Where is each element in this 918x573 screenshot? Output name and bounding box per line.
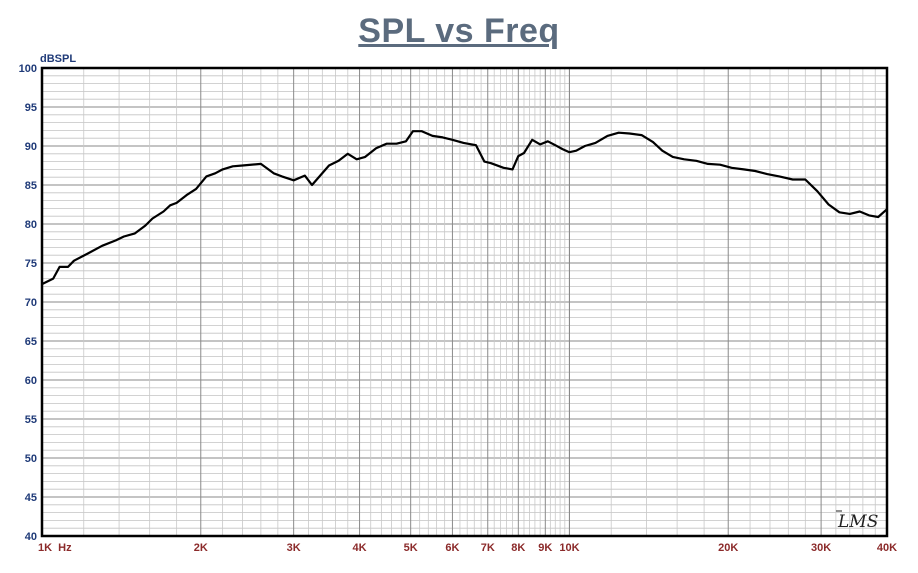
x-tick-label: 9K [538, 542, 552, 554]
x-tick-label: 3K [287, 542, 301, 554]
y-tick-label: 55 [25, 414, 37, 426]
plot-frame [40, 66, 889, 538]
series-layer [41, 130, 888, 286]
y-tick-label: 45 [25, 492, 37, 504]
y-tick-label: 95 [25, 102, 37, 114]
y-tick-label: 50 [25, 453, 37, 465]
y-tick-label: 75 [25, 258, 37, 270]
y-tick-label: 100 [19, 63, 37, 75]
x-tick-label: 5K [404, 542, 418, 554]
y-axis-label: dBSPL [40, 53, 76, 65]
spl-series-line [41, 130, 888, 286]
x-tick-label: 4K [353, 542, 367, 554]
x-tick-label: 20K [718, 542, 738, 554]
y-tick-label: 60 [25, 375, 37, 387]
lms-logo: LMS [836, 510, 878, 532]
x-tick-label: 2K [194, 542, 208, 554]
x-tick-label: 10K [559, 542, 579, 554]
y-tick-label: 40 [25, 531, 37, 543]
x-tick-label: 8K [511, 542, 525, 554]
y-tick-label: 85 [25, 180, 37, 192]
grid-layer [42, 68, 887, 536]
x-tick-label: 7K [481, 542, 495, 554]
logo-text: LMS [837, 512, 878, 532]
x-tick-label: 40K [877, 542, 897, 554]
y-tick-label: 80 [25, 219, 37, 231]
x-tick-label: 30K [811, 542, 831, 554]
y-tick-label: 90 [25, 141, 37, 153]
chart-title: SPL vs Freq [358, 12, 560, 50]
y-tick-label: 70 [25, 297, 37, 309]
x-tick-label: 1K Hz [38, 542, 72, 554]
y-tick-label: 65 [25, 336, 37, 348]
x-tick-label: 6K [445, 542, 459, 554]
